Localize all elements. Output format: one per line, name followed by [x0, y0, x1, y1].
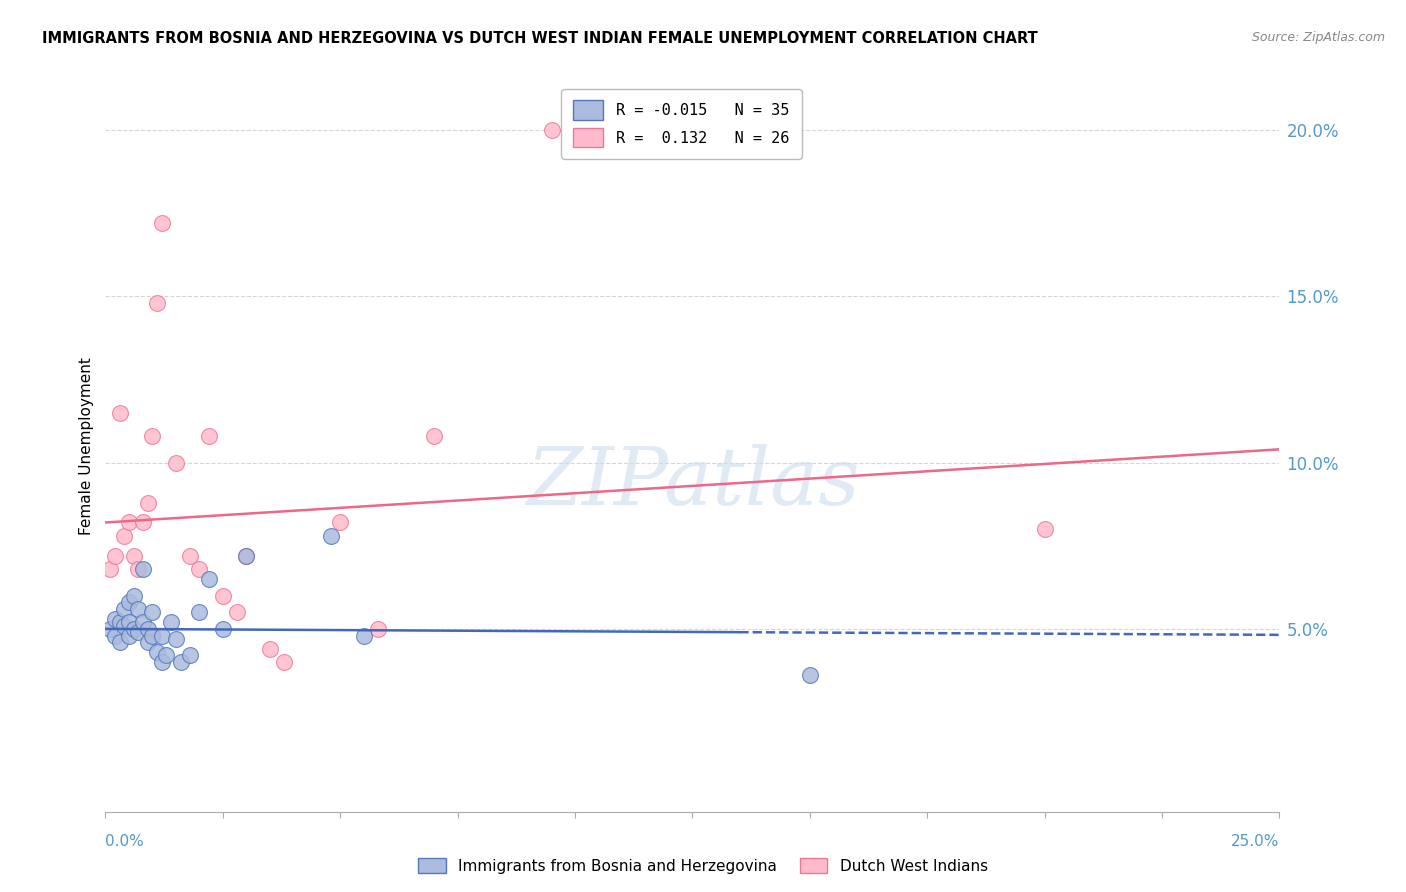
Point — [104, 628, 127, 642]
Point — [329, 516, 352, 530]
Point — [118, 516, 141, 530]
Point — [112, 602, 135, 616]
Point — [211, 622, 233, 636]
Point — [150, 628, 173, 642]
Point — [122, 622, 145, 636]
Text: 25.0%: 25.0% — [1232, 834, 1279, 848]
Point — [188, 562, 211, 576]
Point — [799, 668, 821, 682]
Point — [132, 562, 155, 576]
Point — [104, 549, 127, 563]
Point — [104, 612, 127, 626]
Point — [118, 615, 141, 630]
Point — [353, 628, 375, 642]
Point — [127, 625, 149, 640]
Point — [98, 622, 121, 636]
Point — [136, 622, 159, 636]
Point — [235, 549, 257, 563]
Point — [197, 572, 219, 586]
Point — [141, 628, 163, 642]
Point — [188, 605, 211, 619]
Point — [211, 589, 233, 603]
Point — [165, 632, 187, 646]
Point — [273, 655, 295, 669]
Point — [1033, 522, 1056, 536]
Point — [169, 655, 191, 669]
Point — [423, 429, 446, 443]
Point — [259, 641, 281, 656]
Text: ZIPatlas: ZIPatlas — [526, 444, 859, 521]
Point — [235, 549, 257, 563]
Point — [150, 216, 173, 230]
Point — [155, 648, 177, 663]
Point — [540, 123, 562, 137]
Point — [108, 635, 131, 649]
Point — [141, 429, 163, 443]
Point — [132, 516, 155, 530]
Point — [165, 456, 187, 470]
Point — [160, 615, 183, 630]
Text: 0.0%: 0.0% — [105, 834, 145, 848]
Point — [146, 296, 169, 310]
Point — [226, 605, 249, 619]
Point — [118, 628, 141, 642]
Point — [108, 406, 131, 420]
Text: IMMIGRANTS FROM BOSNIA AND HERZEGOVINA VS DUTCH WEST INDIAN FEMALE UNEMPLOYMENT : IMMIGRANTS FROM BOSNIA AND HERZEGOVINA V… — [42, 31, 1038, 46]
Point — [118, 595, 141, 609]
Point — [112, 618, 135, 632]
Point — [122, 589, 145, 603]
Point — [98, 562, 121, 576]
Point — [179, 648, 201, 663]
Point — [367, 622, 389, 636]
Point — [108, 615, 131, 630]
Point — [141, 605, 163, 619]
Legend: Immigrants from Bosnia and Herzegovina, Dutch West Indians: Immigrants from Bosnia and Herzegovina, … — [412, 852, 994, 880]
Y-axis label: Female Unemployment: Female Unemployment — [79, 357, 94, 535]
Point — [132, 615, 155, 630]
Point — [146, 645, 169, 659]
Point — [197, 429, 219, 443]
Text: Source: ZipAtlas.com: Source: ZipAtlas.com — [1251, 31, 1385, 45]
Point — [136, 495, 159, 509]
Point — [122, 549, 145, 563]
Point — [150, 655, 173, 669]
Point — [319, 529, 342, 543]
Point — [127, 602, 149, 616]
Point — [127, 562, 149, 576]
Point — [179, 549, 201, 563]
Point — [136, 635, 159, 649]
Point — [112, 529, 135, 543]
Legend: R = -0.015   N = 35, R =  0.132   N = 26: R = -0.015 N = 35, R = 0.132 N = 26 — [561, 88, 801, 159]
